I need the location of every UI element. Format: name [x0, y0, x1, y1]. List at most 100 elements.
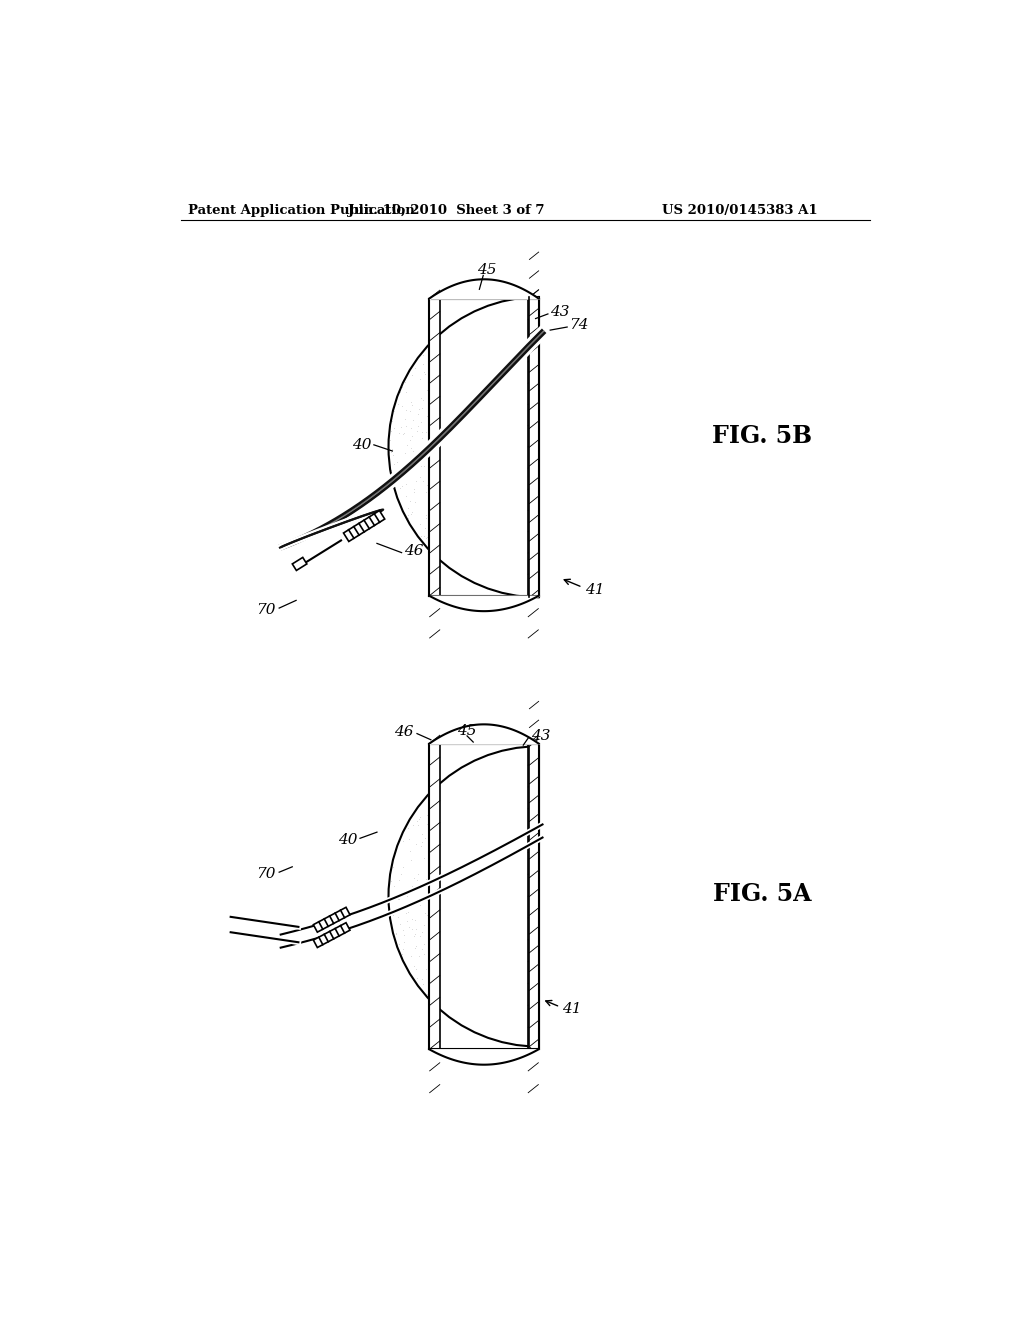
- Point: [420, 950, 436, 972]
- Point: [520, 808, 537, 829]
- Point: [419, 380, 435, 401]
- Point: [467, 755, 483, 776]
- Point: [455, 507, 471, 528]
- Point: [487, 515, 504, 536]
- Point: [503, 977, 519, 998]
- Point: [492, 813, 508, 834]
- Point: [421, 792, 437, 813]
- Point: [388, 884, 404, 906]
- Point: [433, 490, 450, 511]
- Point: [413, 525, 429, 546]
- Point: [460, 977, 476, 998]
- Point: [492, 808, 508, 829]
- Point: [490, 477, 507, 498]
- Point: [415, 354, 431, 375]
- Point: [437, 310, 454, 331]
- Point: [462, 488, 478, 510]
- Point: [467, 352, 483, 374]
- Point: [490, 429, 507, 450]
- Point: [500, 347, 516, 368]
- Point: [473, 503, 489, 524]
- Point: [456, 936, 472, 957]
- Point: [477, 412, 494, 433]
- Point: [444, 367, 461, 388]
- Point: [510, 1016, 526, 1038]
- Point: [434, 581, 451, 602]
- Point: [485, 945, 502, 966]
- Point: [471, 319, 487, 341]
- Point: [462, 744, 478, 766]
- Point: [509, 500, 525, 521]
- Point: [509, 760, 525, 781]
- Point: [453, 902, 469, 923]
- Point: [482, 754, 499, 775]
- Point: [519, 795, 536, 816]
- Point: [428, 925, 444, 946]
- Point: [517, 989, 534, 1010]
- Point: [444, 958, 461, 979]
- Point: [497, 379, 513, 400]
- Point: [507, 792, 523, 813]
- Point: [460, 503, 476, 524]
- Point: [505, 399, 521, 420]
- Point: [400, 902, 417, 923]
- Point: [504, 983, 520, 1005]
- Point: [511, 581, 527, 602]
- Point: [518, 403, 535, 424]
- Point: [489, 763, 506, 784]
- Point: [516, 411, 532, 432]
- Point: [438, 863, 455, 884]
- Point: [504, 484, 520, 506]
- Point: [462, 924, 478, 945]
- Point: [511, 847, 527, 869]
- Point: [482, 541, 499, 562]
- Point: [501, 329, 517, 350]
- Point: [438, 968, 455, 989]
- Point: [451, 437, 467, 458]
- Point: [511, 776, 527, 797]
- Point: [502, 543, 518, 564]
- Point: [456, 521, 472, 543]
- Point: [414, 968, 430, 989]
- Point: [459, 1024, 475, 1045]
- Point: [476, 1027, 493, 1048]
- Point: [449, 290, 465, 312]
- Point: [483, 453, 500, 474]
- Point: [513, 957, 529, 978]
- Point: [459, 532, 475, 553]
- Point: [436, 803, 453, 824]
- Point: [482, 454, 499, 475]
- Point: [460, 506, 476, 527]
- Point: [495, 888, 511, 909]
- Point: [438, 477, 455, 498]
- Point: [485, 384, 502, 405]
- Point: [478, 739, 495, 760]
- Point: [500, 809, 516, 830]
- Point: [437, 572, 454, 593]
- Point: [498, 964, 514, 985]
- Point: [454, 861, 470, 882]
- Point: [431, 358, 447, 379]
- Point: [514, 436, 530, 457]
- Point: [492, 338, 508, 359]
- Point: [442, 991, 459, 1012]
- Point: [523, 458, 540, 479]
- Point: [490, 375, 507, 396]
- Point: [480, 935, 497, 956]
- Point: [512, 781, 528, 803]
- Point: [514, 515, 530, 536]
- Point: [437, 776, 454, 797]
- Point: [454, 309, 470, 330]
- Text: 46: 46: [394, 725, 414, 739]
- Point: [426, 912, 442, 933]
- Point: [433, 941, 450, 962]
- Point: [412, 513, 428, 535]
- Point: [521, 913, 538, 935]
- Point: [495, 508, 511, 529]
- Point: [503, 297, 519, 318]
- Point: [486, 570, 503, 591]
- Point: [426, 894, 442, 915]
- Point: [444, 470, 461, 491]
- Point: [488, 1005, 505, 1026]
- Point: [419, 813, 435, 834]
